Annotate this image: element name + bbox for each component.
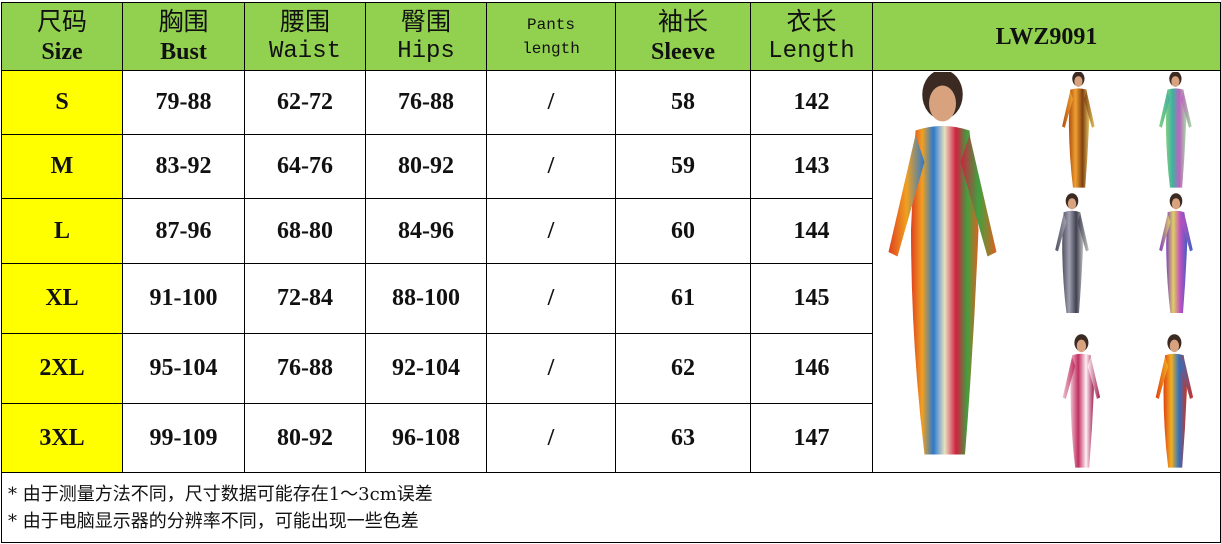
cell-length: 146 [750, 333, 873, 404]
cell-hips: 80-92 [365, 134, 487, 199]
cell-waist: 72-84 [244, 263, 366, 334]
table-row: L 87-96 68-80 84-96/60 144 [1, 198, 1221, 264]
table-row: 2XL 95-104 76-88 92-104/62 146 [1, 333, 1221, 404]
model-code: LWZ9091 [872, 2, 1221, 71]
cell-length: 145 [750, 263, 873, 334]
cell-sleeve: 59 [615, 134, 751, 199]
header-waist-cn: 腰围 [279, 6, 330, 36]
header-hips: 臀围 Hips [365, 2, 487, 71]
model-photo-green [1159, 71, 1192, 188]
cell-length: 142 [750, 70, 873, 135]
cell-size: L [1, 198, 123, 264]
cell-length: 147 [750, 403, 873, 473]
note-color: * 由于电脑显示器的分辨率不同，可能出现一些色差 [8, 510, 419, 532]
header-waist: 腰围 Waist [244, 2, 366, 71]
cell-size: S [1, 70, 123, 135]
cell-waist: 64-76 [244, 134, 366, 199]
note-measurement: * 由于测量方法不同，尺寸数据可能存在1～3cm误差 [8, 483, 433, 505]
main-model-photo [888, 71, 997, 454]
cell-size: 3XL [1, 403, 123, 473]
header-sleeve-cn: 袖长 [657, 6, 708, 36]
cell-size: M [1, 134, 123, 199]
cell-sleeve: 61 [615, 263, 751, 334]
header-sleeve: 袖长 Sleeve [615, 2, 751, 71]
header-length-en: Length [768, 37, 855, 65]
cell-waist: 62-72 [244, 70, 366, 135]
cell-hips: 84-96 [365, 198, 487, 264]
cell-waist: 80-92 [244, 403, 366, 473]
table-row: S 79-88 62-72 76-88/58 142 [1, 70, 1221, 473]
cell-pants: / [486, 403, 616, 473]
header-pants-l1: Pants [526, 15, 575, 34]
header-bust-cn: 胸围 [158, 6, 209, 36]
model-photo-striped [1155, 333, 1194, 468]
header-row: 尺码 Size 胸围 Bust 腰围 Waist 臀围 Hips Pants length… [1, 2, 1221, 71]
cell-waist: 76-88 [244, 333, 366, 404]
cell-pants: / [486, 263, 616, 334]
header-bust-en: Bust [160, 38, 207, 65]
header-sleeve-en: Sleeve [651, 38, 715, 65]
cell-bust: 87-96 [122, 198, 245, 264]
header-size-en: Size [41, 38, 83, 65]
cell-hips: 88-100 [365, 263, 487, 334]
table-row: XL 91-100 72-84 88-100/61 145 [1, 263, 1221, 334]
header-hips-cn: 臀围 [400, 6, 451, 36]
cell-hips: 96-108 [365, 403, 487, 473]
product-photos [872, 70, 1221, 473]
cell-sleeve: 62 [615, 333, 751, 404]
cell-size: 2XL [1, 333, 123, 404]
cell-pants: / [486, 134, 616, 199]
model-photo-orange [1062, 71, 1095, 188]
cell-pants: / [486, 333, 616, 404]
cell-pants: / [486, 70, 616, 135]
cell-sleeve: 60 [615, 198, 751, 264]
cell-hips: 92-104 [365, 333, 487, 404]
header-pants-l2: length [522, 39, 580, 58]
model-photo-grey [1055, 192, 1089, 313]
table-row: M 83-92 64-76 80-92/59 143 [1, 134, 1221, 199]
cell-bust: 83-92 [122, 134, 245, 199]
table-row: 3XL 99-109 80-92 96-108/63 147 [1, 403, 1221, 473]
header-hips-en: Hips [397, 37, 455, 65]
cell-waist: 68-80 [244, 198, 366, 264]
model-photo-pink [1062, 333, 1101, 468]
header-size: 尺码 Size [1, 2, 123, 71]
notes: * 由于测量方法不同，尺寸数据可能存在1～3cm误差 * 由于电脑显示器的分辨率… [1, 472, 1221, 543]
cell-pants: / [486, 198, 616, 264]
cell-hips: 76-88 [365, 70, 487, 135]
cell-sleeve: 63 [615, 403, 751, 473]
cell-size: XL [1, 263, 123, 334]
notes-row: * 由于测量方法不同，尺寸数据可能存在1～3cm误差 * 由于电脑显示器的分辨率… [1, 472, 1221, 543]
cell-bust: 99-109 [122, 403, 245, 473]
header-length: 衣长 Length [750, 2, 873, 71]
cell-length: 143 [750, 134, 873, 199]
header-size-cn: 尺码 [36, 6, 87, 36]
cell-bust: 91-100 [122, 263, 245, 334]
cell-length: 144 [750, 198, 873, 264]
header-bust: 胸围 Bust [122, 2, 245, 71]
cell-bust: 95-104 [122, 333, 245, 404]
header-waist-en: Waist [268, 37, 341, 65]
header-pants-length: Pants length [486, 2, 616, 71]
cell-bust: 79-88 [122, 70, 245, 135]
header-length-cn: 衣长 [786, 6, 837, 36]
model-photo-purple [1159, 192, 1193, 313]
cell-sleeve: 58 [615, 70, 751, 135]
